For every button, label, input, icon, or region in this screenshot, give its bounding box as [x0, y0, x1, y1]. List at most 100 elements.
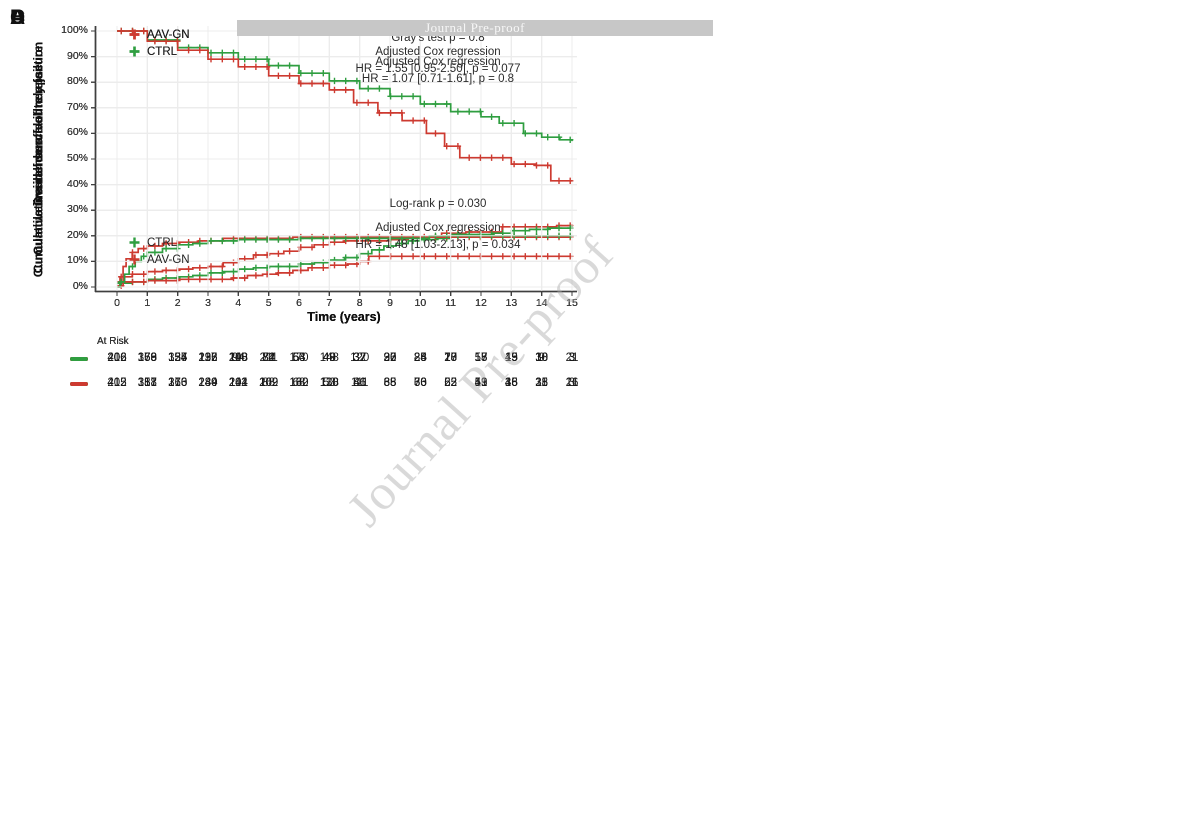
at-risk-value: 204 [228, 377, 248, 389]
x-tick-label: 11 [445, 297, 457, 309]
at-risk-value: 241 [228, 377, 248, 389]
y-tick-label: 90% [66, 49, 88, 62]
panel-label: D [10, 6, 26, 29]
x-tick-label: 6 [296, 297, 302, 309]
at-risk-value: 24 [413, 352, 427, 364]
at-risk-value: 273 [168, 377, 188, 389]
at-risk-value: 170 [289, 352, 309, 364]
x-tick-label: 13 [505, 297, 518, 309]
y-tick-label: 30% [66, 203, 88, 216]
y-tick-label: 70% [66, 100, 88, 113]
x-tick-label: 3 [205, 297, 211, 309]
at-risk-table: At Risk 206 179 154 135 110 84 64 49 37 32 28 20 18 15… [0, 336, 600, 412]
at-risk-value: 211 [259, 352, 278, 364]
at-risk-value: 19 [474, 377, 488, 389]
at-risk-value: 88 [383, 377, 397, 389]
stats-annotation: Gray's test p = 0.8 Adjusted Cox regressi… [288, 30, 588, 88]
x-tick-label: 14 [535, 297, 548, 309]
x-tick-label: 8 [356, 297, 363, 309]
censor-marks-aav-gn [118, 27, 574, 184]
x-tick-label: 2 [174, 297, 181, 309]
x-tick-label: 4 [235, 297, 242, 309]
x-tick-label: 13 [505, 297, 518, 309]
y-tick-label: 100% [61, 24, 88, 36]
at-risk-value: 3 [568, 352, 576, 364]
x-tick-label: 4 [235, 297, 242, 309]
y-tick-label: 90% [66, 49, 88, 62]
at-risk-value: 40 [322, 352, 336, 364]
x-axis-title: Time (years) [307, 310, 381, 324]
at-risk-value: 51 [474, 377, 488, 389]
y-tick-label: 10% [66, 254, 88, 267]
stats-annotation-line: HR = 1.48 [1.03-2.13], p = 0.034 [355, 239, 521, 251]
at-risk-value: 160 [168, 377, 188, 389]
at-risk-value: 68 [383, 377, 397, 389]
at-risk-label: At Risk [97, 336, 129, 347]
y-tick-label: 40% [66, 177, 88, 190]
x-tick-label: 4 [235, 297, 242, 309]
y-tick-label: 100% [61, 24, 88, 36]
plus-cross-icon [129, 254, 140, 265]
y-tick-label: 100% [61, 24, 88, 36]
x-tick-label: 9 [387, 297, 393, 309]
y-tick-label: 90% [66, 49, 88, 62]
legend-item-ctrl: CTRL [128, 43, 190, 60]
legend: AAV-GN CTRL [128, 26, 190, 60]
x-tick-label: 15 [566, 297, 578, 309]
at-risk-value: 57 [474, 352, 488, 364]
at-risk-value: 84 [262, 352, 276, 364]
at-risk-value: 206 [107, 352, 127, 364]
at-risk-value: 18 [444, 352, 458, 364]
at-risk-value: 15 [504, 352, 518, 364]
panel-label: A [10, 6, 26, 29]
at-risk-value: 112 [229, 377, 248, 389]
at-risk-value: 148 [319, 352, 339, 364]
at-risk-value: 3 [568, 352, 576, 364]
at-risk-value: 117 [198, 352, 218, 364]
stats-annotation-line: Adjusted Cox regression [375, 46, 501, 58]
at-risk-value: 53 [292, 352, 306, 364]
at-risk-value: 206 [107, 352, 127, 364]
at-risk-value: 111 [350, 377, 369, 389]
at-risk-value: 202 [259, 377, 279, 389]
at-risk-value: 178 [137, 352, 157, 364]
x-tick-label: 3 [205, 297, 211, 309]
x-tick-label: 0 [114, 297, 120, 309]
x-tick-label: 10 [414, 297, 427, 309]
at-risk-label: At Risk [97, 336, 129, 347]
at-risk-value: 120 [350, 352, 370, 364]
x-tick-label: 7 [326, 297, 333, 309]
at-risk-value: 63 [413, 377, 427, 389]
plus-cross-icon [129, 237, 140, 248]
x-tick-label: 14 [535, 297, 548, 309]
at-risk-value: 412 [107, 352, 127, 364]
x-tick-label: 4 [235, 297, 242, 309]
legend-label: AAV-GN [147, 28, 190, 41]
legend-label: AAV-GN [147, 253, 190, 266]
x-tick-label: 2 [174, 297, 181, 309]
stats-annotation: Adjusted Cox regression HR = 1.55 [0.95-2… [288, 44, 588, 78]
y-tick-label: 0% [72, 280, 88, 292]
x-tick-label: 1 [144, 297, 151, 309]
x-tick-label: 6 [296, 297, 302, 309]
x-tick-label: 5 [265, 297, 272, 309]
at-risk-value: 35 [383, 377, 397, 389]
y-tick-label: 20% [66, 228, 88, 241]
y-tick-label: 20% [66, 228, 88, 241]
y-tick-label: 70% [66, 100, 88, 113]
x-tick-label: 14 [535, 297, 548, 309]
legend-item-aav-gn: AAV-GN [128, 251, 190, 268]
at-risk-value: 179 [137, 352, 157, 364]
at-risk-value: 52 [444, 377, 458, 389]
at-risk-value: 32 [383, 352, 397, 364]
legend-label: AAV-GN [147, 28, 190, 41]
y-tick-label: 30% [66, 203, 88, 216]
stats-annotation: Log-rank p = 0.030 Adjusted Cox regressio… [288, 196, 588, 254]
x-tick-label: 11 [445, 297, 457, 309]
y-tick-label: 100% [61, 24, 88, 36]
legend-label: AAV-GN [147, 28, 190, 41]
at-risk-value: 76 [413, 377, 427, 389]
plus-cross-glyph [129, 46, 140, 57]
stats-annotation-line: HR = 1.55 [0.95-2.50], p = 0.077 [355, 63, 521, 75]
at-risk-value: 358 [137, 377, 157, 389]
